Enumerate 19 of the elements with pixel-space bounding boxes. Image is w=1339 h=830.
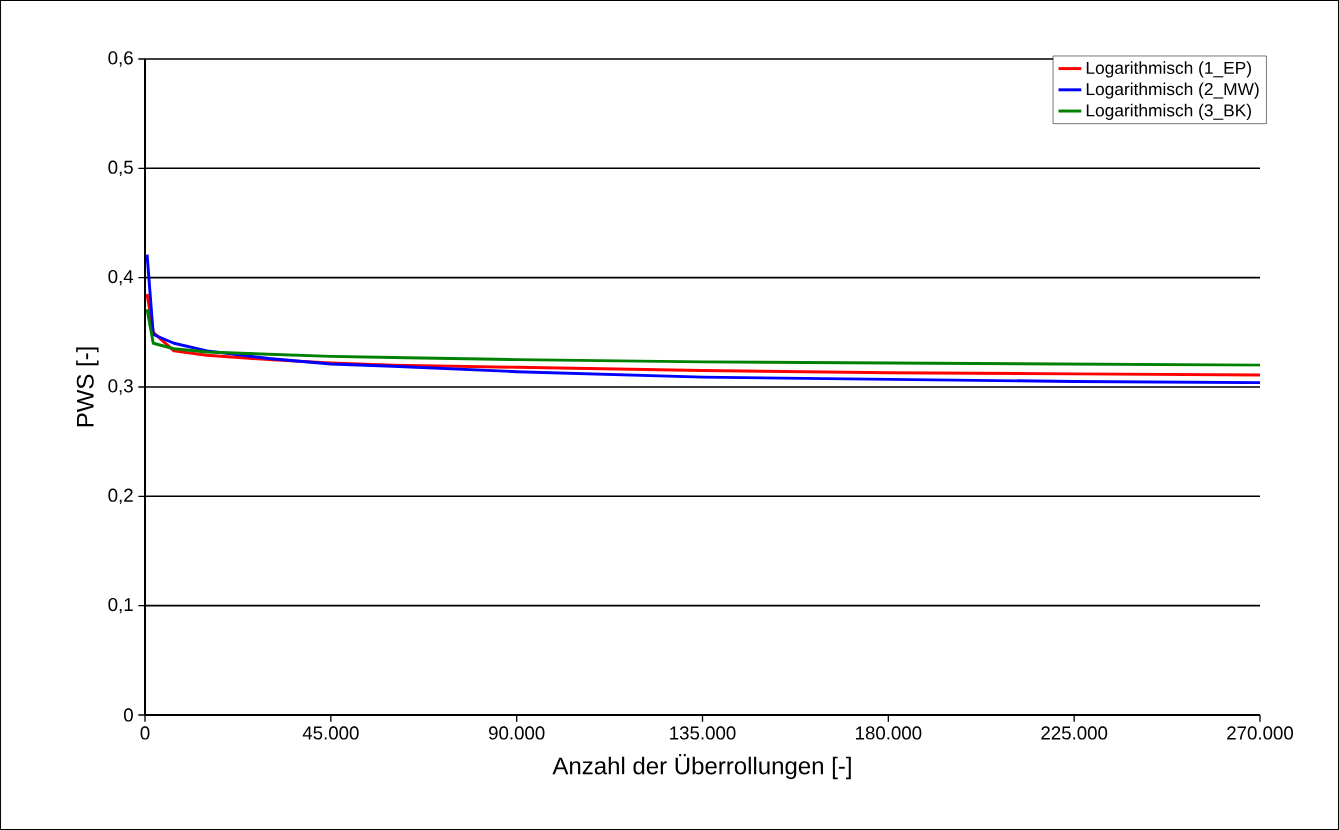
x-tick-label: 135.000	[670, 726, 736, 740]
x-tick-label: 45.000	[302, 726, 359, 740]
legend-label: Logarithmisch (2_MW)	[1086, 82, 1259, 99]
x-tick-label: 225.000	[1041, 726, 1108, 740]
y-tick-label: 0,6	[108, 51, 133, 67]
y-tick-label: 0	[123, 708, 133, 722]
x-tick-label: 90.000	[489, 726, 545, 740]
legend-label: Logarithmisch (1_EP)	[1086, 61, 1251, 78]
x-axis-title: Anzahl der Überrollungen [-]	[552, 754, 851, 780]
y-tick-label: 0,3	[108, 379, 133, 395]
y-tick-label: 0,5	[108, 160, 133, 177]
y-tick-label: 0,4	[108, 269, 134, 286]
y-tick-label: 0,2	[108, 488, 133, 505]
legend-label: Logarithmisch (3_BK)	[1086, 103, 1251, 120]
y-axis-title: PWS [-]	[76, 347, 99, 427]
x-tick-label: 270.000	[1227, 726, 1294, 740]
x-tick-label: 0	[140, 726, 150, 740]
x-tick-label: 180.000	[856, 726, 922, 740]
y-tick-label: 0,1	[108, 597, 133, 614]
